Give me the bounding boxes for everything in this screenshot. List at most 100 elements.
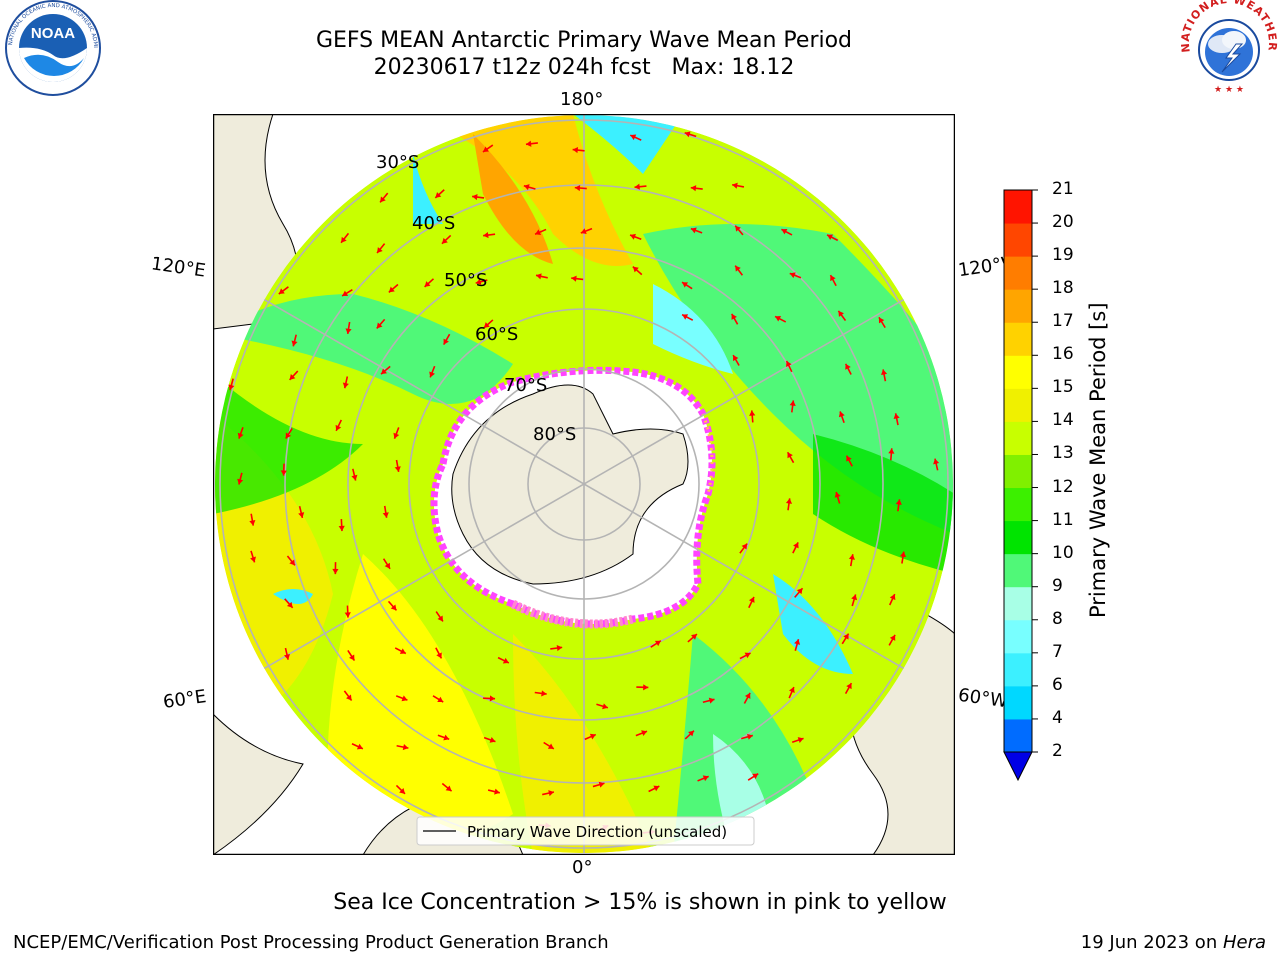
colorbar-tick-label: 20 xyxy=(1052,212,1074,233)
wave-arrow-head xyxy=(341,236,347,243)
wave-arrow-head xyxy=(786,360,792,367)
colorbar xyxy=(1003,189,1038,782)
wave-arrow-head xyxy=(394,466,401,472)
wave-arrow-head xyxy=(483,322,490,328)
wave-arrow-head xyxy=(547,743,554,749)
wave-arrow-head xyxy=(881,369,888,376)
wave-arrow-head xyxy=(748,596,755,603)
wave-arrow-head xyxy=(654,640,661,647)
wave-arrow-head xyxy=(598,781,605,788)
wave-arrow-head xyxy=(789,687,795,693)
wave-arrow-head xyxy=(536,273,542,280)
wave-period-field xyxy=(215,115,953,853)
colorbar-tick-label: 13 xyxy=(1052,443,1074,464)
wave-arrow-head xyxy=(571,275,577,282)
colorbar-segment xyxy=(1004,421,1032,455)
wave-arrow-head xyxy=(702,775,709,782)
wave-arrow-head xyxy=(893,413,900,419)
wave-arrow-head xyxy=(541,690,547,697)
wave-arrow-head xyxy=(429,371,435,378)
wave-arrow-head xyxy=(250,556,256,563)
wave-arrow-head xyxy=(402,744,409,751)
wave-arrow-head xyxy=(349,654,355,661)
wave-arrow-head xyxy=(789,400,796,406)
colorbar-segment xyxy=(1004,652,1032,687)
colorbar-label: Primary Wave Mean Period [s] xyxy=(1086,302,1110,618)
wave-arrow-head xyxy=(286,601,293,608)
wave-arrow-head xyxy=(344,612,351,618)
wave-arrow-head xyxy=(441,237,448,244)
wave-arrow-head xyxy=(494,788,500,795)
wave-arrow-head xyxy=(749,410,756,416)
wave-arrow-head xyxy=(781,228,788,235)
lon-label-120e: 120°E xyxy=(149,253,207,282)
lat-label-50s: 50°S xyxy=(444,270,488,291)
wave-arrow-head xyxy=(475,278,482,285)
wave-arrow-head xyxy=(445,785,452,792)
colorbar-tick-label: 7 xyxy=(1052,641,1063,662)
wave-arrow-head xyxy=(472,193,478,201)
wave-arrow-head xyxy=(401,695,408,702)
wave-arrow-head xyxy=(332,568,339,575)
wave-arrow-head xyxy=(889,594,896,601)
lon-label-180: 180° xyxy=(560,89,604,110)
colorbar-tick-label: 16 xyxy=(1052,344,1074,365)
wave-arrow-head xyxy=(399,788,405,794)
wave-arrow-head xyxy=(653,785,660,792)
wave-arrow-head xyxy=(741,543,748,550)
wave-arrow-head xyxy=(345,328,352,334)
wave-arrow-head xyxy=(291,340,298,347)
wave-arrow-head xyxy=(437,696,444,703)
wave-arrow-head xyxy=(848,554,855,560)
colorbar-tick-label: 9 xyxy=(1052,575,1063,596)
wave-arrow-head xyxy=(747,733,753,740)
colorbar-segment xyxy=(1004,355,1032,389)
legend-label: Primary Wave Direction (unscaled) xyxy=(467,823,727,841)
wave-arrow-head xyxy=(572,147,579,154)
sea-ice-edge xyxy=(430,366,716,628)
wave-arrow-head xyxy=(346,694,352,701)
colorbar-segment xyxy=(1004,619,1032,654)
lon-label-60e: 60°E xyxy=(161,686,208,713)
wave-direction-arrows xyxy=(228,131,940,836)
wave-arrow-head xyxy=(735,225,741,232)
wave-arrow-head xyxy=(228,384,235,391)
wave-arrow-head xyxy=(690,227,697,234)
noaa-logo-text: NOAA xyxy=(31,25,75,42)
wave-arrow-head xyxy=(684,131,691,138)
wave-arrow-head xyxy=(634,183,640,190)
wave-arrow-head xyxy=(843,633,849,640)
wave-arrow-head xyxy=(775,316,782,322)
lat-label-60s: 60°S xyxy=(475,324,519,345)
wave-arrow-head xyxy=(489,695,496,702)
wave-arrow-head xyxy=(682,282,689,288)
colorbar-ticks: 2 4 6 7 8 9 10 11 12 13 14 15 16 17 18 19 20 21 xyxy=(1052,0,1092,960)
colorbar-tick-label: 2 xyxy=(1052,741,1063,761)
wave-arrow-head xyxy=(796,588,803,595)
lat-label-70s: 70°S xyxy=(504,375,548,396)
wave-arrow-head xyxy=(785,498,793,504)
footer-credit: NCEP/EMC/Verification Post Processing Pr… xyxy=(13,932,609,953)
wave-arrow-head xyxy=(933,458,940,465)
wave-arrow-head xyxy=(691,634,697,640)
wave-arrow-head xyxy=(390,604,397,611)
wave-arrow-head xyxy=(289,373,296,380)
wave-arrow-head xyxy=(237,478,244,485)
wave-arrow-head xyxy=(351,474,358,481)
wave-arrow-head xyxy=(283,654,291,660)
wave-arrow-head xyxy=(489,736,496,743)
lat-label-80s: 80°S xyxy=(533,424,577,445)
wave-arrow-head xyxy=(797,737,804,744)
colorbar-extend-min xyxy=(1003,751,1033,782)
colorbar-tick-label: 12 xyxy=(1052,476,1074,497)
colorbar-tick-label: 21 xyxy=(1052,179,1074,199)
wave-arrow-head xyxy=(602,703,608,710)
wave-arrow-head xyxy=(384,562,391,569)
colorbar-segment xyxy=(1004,256,1032,290)
wave-arrow-head xyxy=(690,185,697,192)
lat-label-40s: 40°S xyxy=(412,213,456,234)
wave-arrow-head xyxy=(830,275,836,282)
wave-arrow-head xyxy=(535,229,542,236)
wave-arrow-head xyxy=(752,773,759,780)
wave-arrow-head xyxy=(735,265,741,272)
